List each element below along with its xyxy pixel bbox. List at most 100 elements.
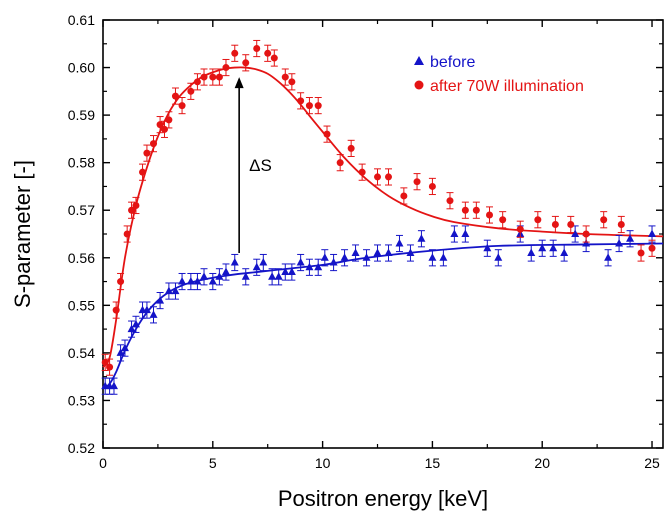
data-point-before: [164, 286, 173, 295]
y-tick-label: 0.61: [68, 12, 95, 28]
data-point-after: [582, 230, 590, 238]
data-point-after: [106, 363, 114, 371]
data-point-before: [186, 277, 195, 285]
data-point-after: [648, 244, 656, 252]
data-point-after: [472, 206, 480, 214]
data-point-after: [446, 197, 454, 205]
y-tick-label: 0.58: [68, 155, 95, 171]
data-point-after: [165, 116, 173, 124]
data-point-after: [178, 102, 186, 110]
data-point-before: [582, 239, 591, 247]
data-point-before: [329, 258, 338, 266]
data-point-before: [221, 267, 230, 276]
data-point-after: [128, 206, 136, 214]
y-tick-label: 0.52: [68, 440, 95, 456]
data-point-after: [117, 278, 125, 286]
data-point-before: [406, 248, 415, 257]
axis-ticks: 0 5 10 15 20 25 0.52 0.53 0.54 0.55 0.56 0.57 0.58 0.…: [68, 12, 663, 471]
legend-marker-after: [414, 80, 424, 90]
data-point-after: [600, 216, 608, 224]
data-point-after: [486, 211, 494, 219]
data-point-after: [143, 149, 151, 157]
data-point-after: [358, 168, 366, 176]
data-point-after: [499, 216, 507, 224]
x-tick-label: 5: [209, 455, 217, 471]
data-point-before: [626, 234, 635, 242]
data-point-after: [150, 140, 158, 148]
x-tick-label: 20: [534, 455, 550, 471]
data-point-before: [395, 239, 404, 247]
data-point-after: [567, 220, 575, 228]
y-tick-label: 0.53: [68, 392, 95, 408]
data-point-before: [461, 229, 470, 237]
data-points: [101, 39, 657, 395]
data-point-before: [200, 272, 209, 280]
y-tick-label: 0.60: [68, 60, 95, 76]
data-point-after: [637, 249, 645, 257]
data-point-before: [314, 262, 323, 271]
data-point-after: [323, 130, 331, 138]
data-point-before: [215, 272, 224, 280]
x-tick-label: 10: [315, 455, 331, 471]
data-point-after: [200, 73, 208, 81]
data-point-after: [231, 49, 239, 57]
data-point-after: [156, 121, 164, 129]
data-point-before: [384, 248, 393, 257]
data-point-before: [373, 248, 382, 257]
data-point-before: [230, 258, 239, 266]
data-point-before: [340, 253, 349, 261]
data-point-after: [305, 102, 313, 110]
data-point-after: [347, 144, 355, 152]
data-point-after: [222, 64, 230, 72]
data-point-before: [274, 272, 283, 280]
data-point-before: [549, 243, 558, 252]
data-point-after: [374, 173, 382, 181]
y-tick-label: 0.57: [68, 202, 95, 218]
data-point-after: [297, 97, 305, 105]
data-point-after: [314, 102, 322, 110]
data-point-before: [450, 229, 459, 237]
y-axis-label: S-parameter [-]: [10, 160, 35, 308]
data-point-before: [287, 267, 296, 276]
data-point-after: [551, 220, 559, 228]
data-point-after: [215, 73, 223, 81]
data-point-before: [120, 343, 129, 352]
data-point-after: [281, 73, 289, 81]
data-point-before: [116, 348, 125, 356]
data-point-before: [252, 262, 261, 271]
data-point-before: [171, 286, 180, 295]
data-point-after: [270, 54, 278, 62]
data-point-after: [288, 78, 296, 86]
data-point-before: [417, 234, 426, 242]
data-point-before: [362, 253, 371, 261]
data-point-before: [439, 253, 448, 261]
y-tick-label: 0.56: [68, 250, 95, 266]
data-point-after: [187, 87, 195, 95]
data-point-after: [132, 201, 140, 209]
data-point-after: [193, 78, 201, 86]
data-point-after: [242, 59, 250, 67]
fit-curve-before: [102, 242, 664, 390]
data-point-before: [494, 253, 503, 261]
legend-label-before: before: [430, 54, 475, 71]
legend: before after 70W illumination: [414, 54, 584, 95]
data-point-before: [281, 267, 290, 276]
data-point-after: [400, 192, 408, 200]
fit-curves: [102, 66, 664, 390]
data-point-before: [156, 296, 165, 304]
x-tick-label: 25: [644, 455, 660, 471]
y-tick-label: 0.59: [68, 107, 95, 123]
data-point-after: [384, 173, 392, 181]
data-point-after: [160, 125, 168, 133]
data-point-before: [208, 277, 217, 285]
data-point-before: [527, 248, 536, 257]
data-point-before: [538, 243, 547, 252]
y-tick-label: 0.54: [68, 345, 95, 361]
data-point-before: [615, 239, 624, 247]
data-point-before: [142, 305, 151, 314]
data-point-before: [109, 381, 118, 390]
data-point-after: [516, 225, 524, 233]
legend-label-after: after 70W illumination: [430, 78, 584, 95]
legend-marker-before: [414, 56, 424, 65]
data-point-after: [264, 49, 272, 57]
